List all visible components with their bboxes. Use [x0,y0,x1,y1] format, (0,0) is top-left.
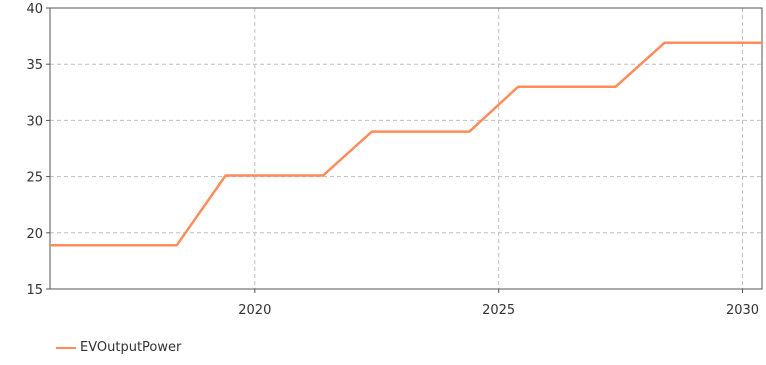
series-line-EVOutputPower [50,41,762,247]
legend-label: EVOutputPower [80,340,182,355]
y-tick-label: 20 [26,227,43,242]
x-tick-label: 2025 [482,303,515,318]
y-tick-label: 25 [26,171,43,186]
legend-swatch [56,346,76,349]
y-tick-label: 15 [26,283,43,298]
y-tick-label: 35 [26,58,43,73]
y-tick-label: 40 [26,2,43,17]
y-tick-label: 30 [26,114,43,129]
plot-frame [49,7,763,290]
x-tick-label: 2030 [726,303,759,318]
x-tick-label: 2020 [238,303,271,318]
legend: EVOutputPower [56,340,181,355]
